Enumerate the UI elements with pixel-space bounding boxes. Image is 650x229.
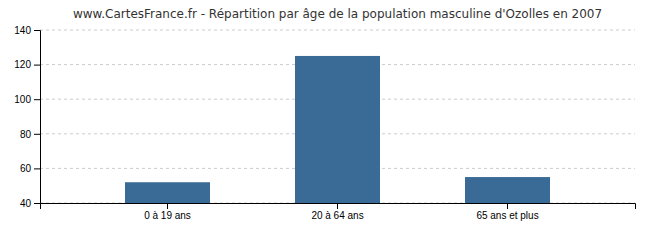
- axis-line: [34, 31, 41, 204]
- axis-line: [41, 204, 636, 210]
- y-tick: 80: [20, 129, 40, 140]
- title: www.CartesFrance.fr - Répartition par âg…: [73, 7, 602, 21]
- x-tick-mark: [337, 203, 338, 209]
- y-tick-label: 80: [20, 129, 32, 140]
- chart: 0 à 19 ans 20 à 64 ans 65 ans et plus 40 60 8…: [0, 0, 650, 229]
- bar: [125, 182, 210, 203]
- y-tick-mark: [34, 203, 40, 204]
- grid-line: [40, 30, 635, 31]
- y-tick-mark: [34, 168, 40, 169]
- plot: 0 à 19 ans 20 à 64 ans 65 ans et plus 40 60 8…: [14, 25, 635, 229]
- y-tick-label: 60: [20, 163, 32, 174]
- x-tick: 65 ans et plus: [476, 203, 538, 221]
- y-tick-label: 140: [14, 25, 31, 36]
- y-tick-label: 120: [14, 59, 31, 70]
- bar: [295, 56, 380, 203]
- y-tick-mark: [34, 30, 40, 31]
- y-tick-mark: [34, 134, 40, 135]
- y-tick: 60: [20, 163, 40, 174]
- y-tick: 40: [20, 198, 40, 209]
- bars: [125, 56, 550, 203]
- y-tick-label: 100: [14, 94, 31, 105]
- x-tick-mark: [167, 203, 168, 209]
- y-tick-mark: [34, 65, 40, 66]
- x-tick-mark: [507, 203, 508, 209]
- y-tick: 120: [14, 59, 40, 70]
- x-axis: 0 à 19 ans 20 à 64 ans 65 ans et plus: [41, 203, 636, 221]
- x-tick-label: 20 à 64 ans: [311, 210, 363, 221]
- x-tick-label: 65 ans et plus: [476, 210, 538, 221]
- x-tick: 0 à 19 ans: [144, 203, 191, 221]
- x-tick-label: 0 à 19 ans: [144, 210, 191, 221]
- y-tick: 140: [14, 25, 40, 36]
- y-tick-label: 40: [20, 198, 32, 209]
- y-tick-mark: [34, 99, 40, 100]
- x-tick: 20 à 64 ans: [311, 203, 363, 221]
- bar: [465, 177, 550, 203]
- y-tick: 100: [14, 94, 40, 105]
- y-axis: 40 60 80 100 120 140: [14, 25, 40, 209]
